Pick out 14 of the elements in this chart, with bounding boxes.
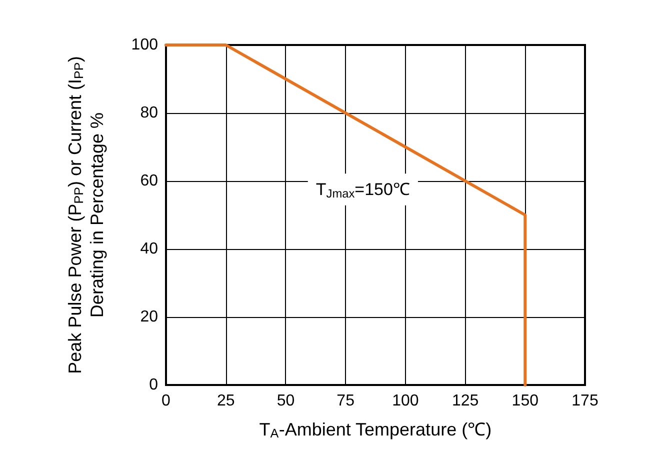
x-tick-label: 50 [276, 392, 295, 410]
x-tick-label: 150 [512, 392, 539, 410]
y-tick-label: 20 [140, 308, 158, 326]
y-tick-label: 60 [140, 172, 158, 190]
y-tick-label: 100 [131, 36, 158, 54]
x-tick-label: 125 [452, 392, 479, 410]
x-tick-label: 75 [336, 392, 355, 410]
x-tick-label: 0 [162, 392, 171, 410]
x-tick-label: 175 [572, 392, 598, 410]
y-tick-label: 80 [140, 104, 158, 122]
x-tick-label: 25 [216, 392, 235, 410]
x-tick-label: 100 [392, 392, 419, 410]
y-tick-label: 0 [149, 376, 158, 394]
y-tick-label: 40 [140, 240, 158, 258]
